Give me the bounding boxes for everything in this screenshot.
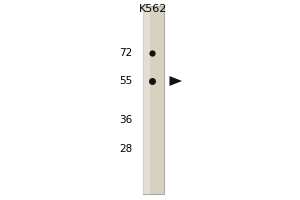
- Polygon shape: [169, 76, 182, 86]
- Text: K562: K562: [139, 4, 167, 14]
- Bar: [142, 6, 150, 194]
- Text: 36: 36: [119, 115, 132, 125]
- Text: 55: 55: [119, 76, 132, 86]
- Bar: [142, 6, 164, 194]
- Text: 72: 72: [119, 48, 132, 58]
- Text: 28: 28: [119, 144, 132, 154]
